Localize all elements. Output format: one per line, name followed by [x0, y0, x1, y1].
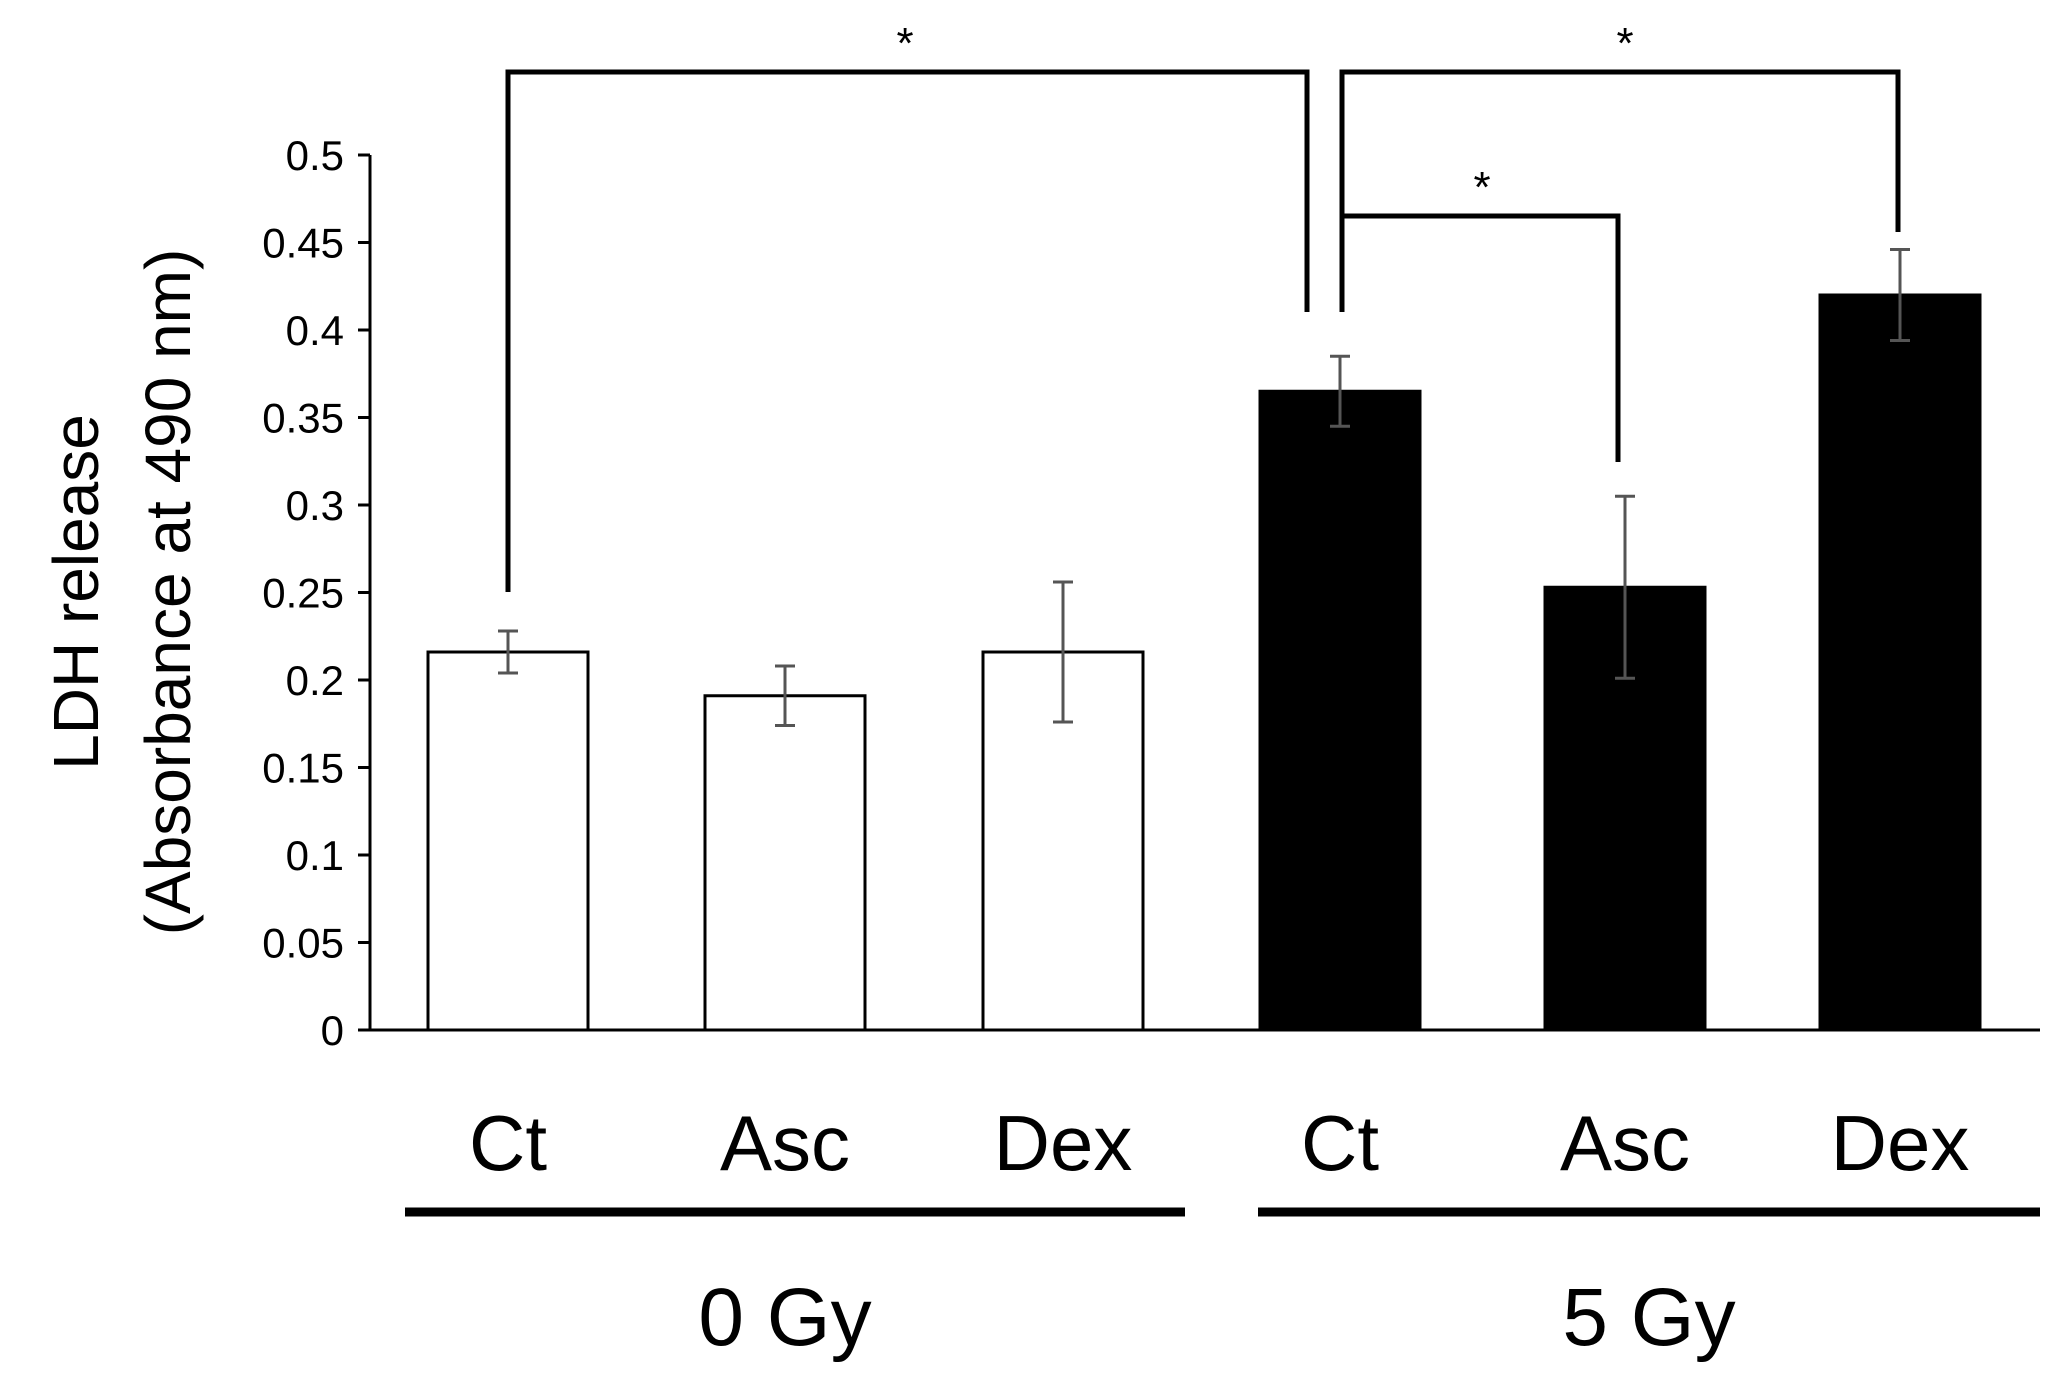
- group-labels: 0 Gy 5 Gy: [405, 1207, 2040, 1363]
- error-bars: [498, 248, 1910, 727]
- bars: [426, 293, 1982, 1032]
- y-tick-label: 0: [321, 1007, 344, 1054]
- y-axis-title-line2: (Absorbance at 490 nm): [132, 249, 204, 936]
- category-label: Ct: [1301, 1099, 1379, 1187]
- category-label: Ct: [469, 1099, 547, 1187]
- y-tick-label: 0.5: [286, 132, 344, 179]
- y-tick-label: 0.05: [262, 920, 344, 967]
- significance-bracket: [1339, 213, 1621, 462]
- significance-star: *: [1616, 19, 1633, 68]
- bar-ct-5gy: [1258, 389, 1422, 1032]
- bar-dex-5gy: [1818, 293, 1982, 1032]
- group-label: 5 Gy: [1562, 1272, 1735, 1363]
- significance-star: *: [896, 19, 913, 68]
- category-label: Dex: [994, 1099, 1133, 1187]
- y-tick-label: 0.45: [262, 220, 344, 267]
- y-tick-label: 0.25: [262, 570, 344, 617]
- group-label: 0 Gy: [698, 1272, 871, 1363]
- x-axis-categories: Ct Asc Dex Ct Asc Dex: [469, 1099, 1969, 1187]
- significance-brackets: * * *: [505, 19, 1901, 592]
- y-tick-label: 0.1: [286, 832, 344, 879]
- axes: [368, 155, 2040, 1032]
- significance-bracket: [1339, 69, 1901, 312]
- y-tick-label: 0.4: [286, 307, 344, 354]
- category-label: Dex: [1831, 1099, 1970, 1187]
- y-axis-ticks: 0 0.05 0.1 0.15 0.2 0.25 0.3 0.35 0.4 0.45 0.5: [262, 132, 370, 1054]
- y-tick-label: 0.35: [262, 395, 344, 442]
- category-label: Asc: [1560, 1099, 1690, 1187]
- y-tick-label: 0.2: [286, 657, 344, 704]
- y-axis-title: LDH release (Absorbance at 490 nm): [40, 249, 204, 936]
- y-tick-label: 0.15: [262, 745, 344, 792]
- category-label: Asc: [720, 1099, 850, 1187]
- y-axis-title-line1: LDH release: [40, 414, 112, 770]
- y-tick-label: 0.3: [286, 482, 344, 529]
- significance-star: *: [1473, 163, 1490, 212]
- bar-ct-0gy: [426, 650, 590, 1032]
- bar-asc-0gy: [703, 694, 867, 1032]
- significance-bracket: [505, 69, 1310, 592]
